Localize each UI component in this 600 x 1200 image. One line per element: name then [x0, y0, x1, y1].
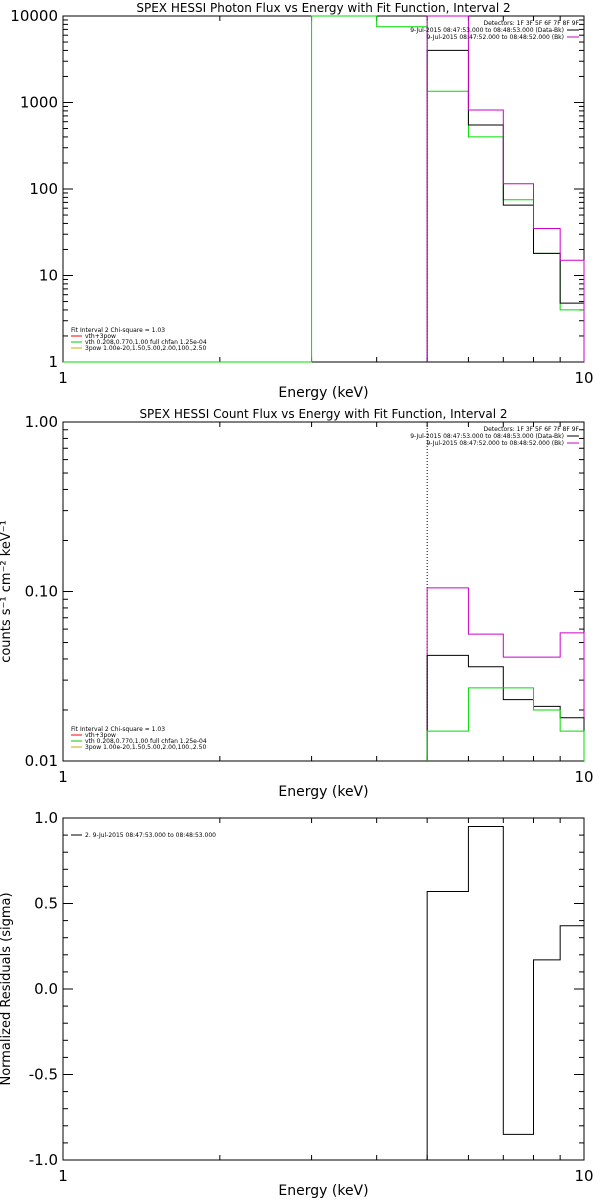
x-minor-ticks: [219, 422, 561, 761]
series-1-line: [63, 15, 585, 363]
legend-entry: 2. 9-Jul-2015 08:47:53.000 to 08:48:53.0…: [85, 832, 216, 839]
y-tick-label: 10: [39, 267, 58, 285]
legend-entry: 9-Jul-2015 08:47:52.000 to 08:48:52.000 …: [426, 34, 564, 41]
y-tick-label: 10000: [10, 7, 58, 25]
x-tick-label: 1: [58, 1167, 68, 1185]
legend-entry: vth 0.208,0.770,1.00 full chfan 1.25e-04: [85, 339, 207, 346]
legend-bottom-left: Fit Interval 2 Chi-square = 1.03vth+3pow…: [71, 726, 207, 751]
legend-top-right: Detectors: 1F 3F 5F 6F 7F 8F 9F9-Jul-201…: [410, 20, 579, 41]
legend-entry: Fit Interval 2 Chi-square = 1.03: [71, 726, 165, 733]
plot-frame: [62, 421, 585, 762]
y-minor-ticks: [63, 19, 584, 337]
x-tick-label: 10: [574, 369, 593, 387]
y-axis-label: counts s⁻¹ cm⁻² keV⁻¹: [0, 520, 14, 663]
legend-bottom-left: Fit Interval 2 Chi-square = 1.03vth+3pow…: [71, 327, 207, 352]
y-tick-label: 1000: [20, 94, 58, 112]
legend-entry: 3pow 1.00e-20,1.50,5.00,2.00,100.,2.50: [85, 345, 206, 352]
legend-entry: Detectors: 1F 3F 5F 6F 7F 8F 9F: [483, 426, 579, 433]
y-minor-ticks: [63, 429, 584, 711]
legend-entry: 9-Jul-2015 08:47:52.000 to 08:48:52.000 …: [426, 440, 564, 447]
legend-entry: 9-Jul-2015 08:47:53.000 to 08:48:53.000 …: [410, 27, 564, 34]
y-tick-label: -1.0: [29, 1151, 58, 1169]
series-2-line: [426, 49, 585, 362]
legend-entry: vth+3pow: [85, 732, 116, 739]
y-tick-label: 100: [29, 180, 58, 198]
x-tick-label: 1: [58, 369, 68, 387]
chart-title: SPEX HESSI Count Flux vs Energy with Fit…: [139, 407, 507, 421]
x-tick-label: 1: [58, 768, 68, 786]
x-minor-ticks: [219, 16, 561, 362]
y-axis-label: Normalized Residuals (sigma): [0, 892, 14, 1085]
y-tick-label: 0.01: [25, 752, 58, 770]
series-2-line: [426, 654, 585, 761]
legend-entry: Fit Interval 2 Chi-square = 1.03: [71, 327, 165, 334]
series-1-line: [426, 826, 585, 1160]
y-tick-label: 0.10: [25, 583, 58, 601]
series-1-line: [426, 587, 585, 761]
x-axis-label: Energy (keV): [278, 784, 368, 800]
y-tick-label: -0.5: [29, 1066, 58, 1084]
y-tick-label: 1: [48, 353, 58, 371]
chart-panel-3: -1.0 -0.5 0.0 0.5 1.0 1 10 Energy (keV) Normaliz…: [0, 809, 594, 1199]
x-tick-label: 10: [574, 768, 593, 786]
legend-top-left: 2. 9-Jul-2015 08:47:53.000 to 08:48:53.0…: [71, 832, 216, 839]
x-axis-label: Energy (keV): [278, 385, 368, 401]
legend-entry: vth 0.208,0.770,1.00 full chfan 1.25e-04: [85, 738, 207, 745]
legend-entry: Detectors: 1F 3F 5F 6F 7F 8F 9F: [483, 20, 579, 27]
legend-entry: 9-Jul-2015 08:47:53.000 to 08:48:53.000 …: [410, 433, 564, 440]
legend-top-right: Detectors: 1F 3F 5F 6F 7F 8F 9F9-Jul-201…: [410, 426, 579, 447]
x-tick-label: 10: [574, 1167, 593, 1185]
y-tick-label: 1.0: [34, 809, 58, 827]
x-minor-ticks: [219, 818, 561, 1160]
y-tick-label: 0.0: [34, 980, 58, 998]
plot-frame: [62, 15, 585, 363]
y-minor-ticks: [63, 817, 584, 1161]
legend-entry: vth+3pow: [85, 333, 116, 340]
chart-panel-1: 1 10 100 1000 10000 1 10 SPEX HESSI Photon Flux…: [10, 1, 593, 401]
y-tick-label: 0.5: [34, 895, 58, 913]
x-axis-label: Energy (keV): [278, 1183, 368, 1199]
y-tick-label: 1.00: [25, 413, 58, 431]
chart-panel-2: 0.01 0.10 1.00 1 10 SPEX HESSI Count Flux vs …: [0, 407, 594, 800]
plot-frame: [62, 817, 585, 1161]
legend-entry: 3pow 1.00e-20,1.50,5.00,2.00,100.,2.50: [85, 744, 206, 751]
series-3-line: [426, 15, 585, 362]
chart-title: SPEX HESSI Photon Flux vs Energy with Fi…: [136, 1, 510, 15]
series-3-line: [426, 687, 585, 761]
